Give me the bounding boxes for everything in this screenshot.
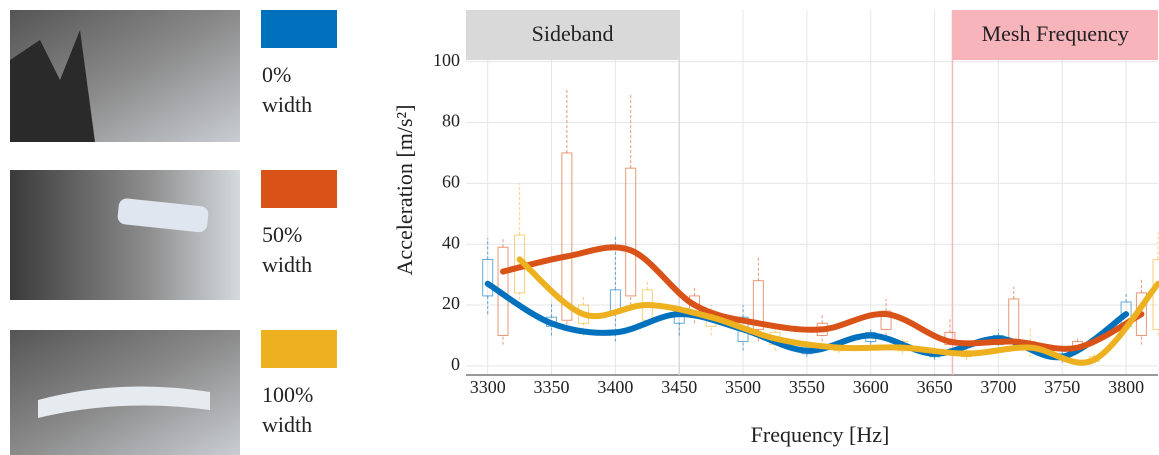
x-tick-label: 3600 xyxy=(853,377,889,397)
legend-label: 50% width xyxy=(262,222,313,277)
x-tick-label: 3300 xyxy=(470,377,506,397)
box xyxy=(1152,258,1159,330)
series-line xyxy=(516,256,1159,366)
x-tick-label: 3500 xyxy=(725,377,761,397)
x-tick-label: 3800 xyxy=(1108,377,1144,397)
region-label: Mesh Frequency xyxy=(982,21,1129,46)
x-axis-label: Frequency [Hz] xyxy=(751,422,890,447)
y-tick-label: 0 xyxy=(451,354,460,374)
y-tick-label: 80 xyxy=(442,111,460,131)
gear-photo xyxy=(10,170,240,300)
x-tick-label: 3550 xyxy=(789,377,825,397)
gear-shadow xyxy=(10,30,95,142)
legend-swatch xyxy=(261,170,337,208)
series-line xyxy=(500,244,1145,352)
gear-damage xyxy=(38,386,210,418)
box xyxy=(482,258,494,297)
x-tick-label: 3750 xyxy=(1044,377,1080,397)
x-tick-label: 3650 xyxy=(917,377,953,397)
box xyxy=(880,310,892,330)
y-tick-label: 40 xyxy=(442,232,460,252)
region-band xyxy=(952,10,1158,60)
y-tick-label: 100 xyxy=(433,50,460,70)
region-label: Sideband xyxy=(532,21,614,46)
x-tick-label: 3450 xyxy=(661,377,697,397)
x-tick-label: 3700 xyxy=(980,377,1016,397)
box xyxy=(561,152,573,321)
y-tick-label: 60 xyxy=(442,172,460,192)
box xyxy=(752,280,764,330)
x-tick-label: 3400 xyxy=(597,377,633,397)
box xyxy=(625,167,637,297)
region-band xyxy=(466,10,680,60)
legend-label: 0% width xyxy=(262,62,313,117)
legend-swatch xyxy=(261,10,337,48)
legend-label: 100% width xyxy=(262,382,314,437)
x-tick-label: 3350 xyxy=(534,377,570,397)
y-axis-label: Acceleration [m/s²] xyxy=(392,105,417,276)
legend-swatch xyxy=(261,330,337,368)
gear-damage xyxy=(117,198,209,233)
y-tick-label: 20 xyxy=(442,293,460,313)
